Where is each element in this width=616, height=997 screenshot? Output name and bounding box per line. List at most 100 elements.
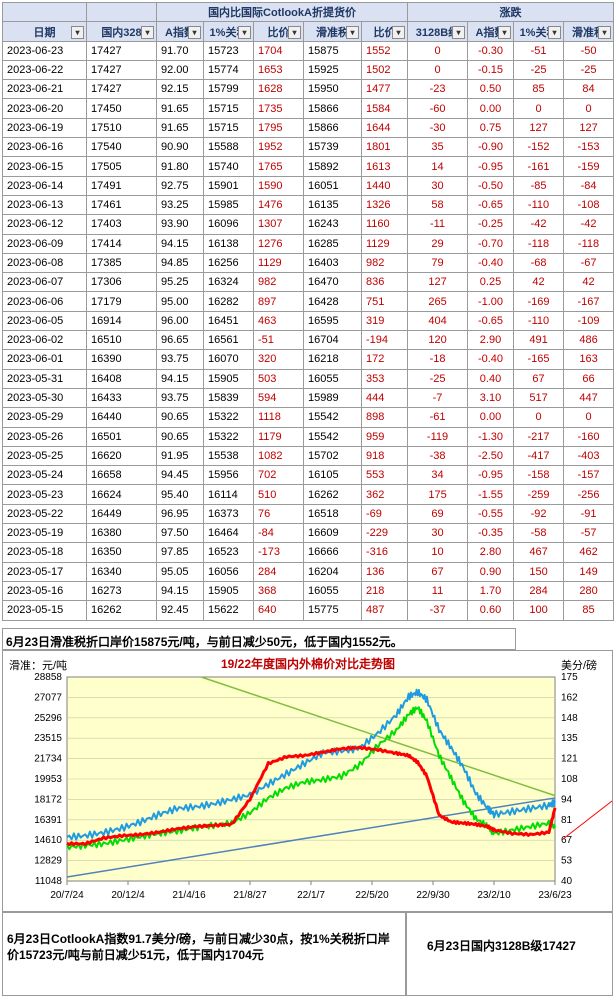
table-cell-ratio-2: 353 [360,368,409,389]
table-cell-chg-tariff-1pct: 0 [513,98,565,119]
table-cell-chg-sliding-tariff: 447 [563,387,615,409]
table-cell-chg-tariff-1pct: -161 [513,156,565,177]
table-cell-ratio-1: 1307 [253,214,304,235]
table-cell-chg-3128b: 29 [407,233,469,254]
col-header-label: 比价 [373,27,396,40]
table-cell-a-index: 90.65 [156,426,204,447]
table-cell-domestic-328: 17306 [86,272,157,293]
table-cell-ratio-1: 982 [253,272,304,293]
table-cell-date: 2023-05-18 [2,542,87,563]
table-cell-date: 2023-06-21 [2,79,87,100]
filter-dropdown-icon[interactable]: ▾ [346,25,359,39]
table-cell-domestic-328: 16408 [86,368,157,389]
table-cell-chg-sliding-tariff: -108 [563,194,615,216]
table-cell-a-index: 95.00 [156,291,204,312]
filter-dropdown-icon[interactable]: ▾ [188,25,201,39]
table-cell-sliding-tariff: 16595 [303,310,362,332]
filter-dropdown-icon[interactable]: ▾ [498,25,512,39]
table-cell-chg-3128b: -25 [407,368,469,389]
col-header-date: 日期 ▾ [2,21,87,42]
table-cell-a-index: 94.85 [156,252,204,274]
filter-dropdown-icon[interactable]: ▾ [452,25,466,39]
table-cell-chg-sliding-tariff: -153 [563,137,615,158]
trend-line-2 [66,797,556,878]
table-cell-chg-tariff-1pct: 491 [513,330,565,351]
table-cell-chg-a-index: -0.35 [467,523,515,544]
table-cell-chg-tariff-1pct: 67 [513,368,565,389]
col-header-domestic-328: 国内328 ▾ [86,21,157,42]
table-cell-ratio-2: -229 [360,523,409,544]
spreadsheet: 国内比国际CotlookA折提货价 涨跌 日期 ▾ 国内328 ▾ A指数 ▾ 1%关税 ▾ 比… [2,1,615,621]
table-cell-chg-tariff-1pct: 150 [513,561,565,582]
table-cell-chg-3128b: 0 [407,59,469,81]
table-cell-chg-3128b: 0 [407,40,469,61]
table-cell-chg-a-index: -0.95 [467,465,515,486]
table-cell-date: 2023-06-12 [2,214,87,235]
table-cell-chg-3128b: 69 [407,503,469,525]
table-cell-chg-sliding-tariff: -84 [563,175,615,196]
filter-dropdown-icon[interactable]: ▾ [288,25,301,39]
y-right-tick-label: 175 [561,672,578,683]
table-cell-a-index: 96.95 [156,503,204,525]
table-cell-chg-tariff-1pct: -118 [513,233,565,254]
table-cell-date: 2023-05-31 [2,368,87,389]
table-cell-sliding-tariff: 16518 [303,503,362,525]
table-cell-sliding-tariff: 16666 [303,542,362,563]
table-cell-chg-3128b: -7 [407,387,469,409]
table-cell-date: 2023-05-16 [2,580,87,602]
table-cell-ratio-2: 1326 [360,194,409,216]
table-cell-chg-a-index: -0.90 [467,137,515,158]
y-left-tick-label: 21734 [34,754,62,765]
table-cell-ratio-1: 1765 [253,156,304,177]
table-cell-tariff-1pct: 16373 [203,503,254,525]
filter-dropdown-icon[interactable]: ▾ [238,25,251,39]
table-cell-chg-3128b: 79 [407,252,469,274]
table-cell-chg-a-index: -0.55 [467,503,515,525]
col-header-sliding-tariff: 滑准税 ▾ [303,21,362,42]
y-right-tick-label: 108 [561,774,578,785]
table-row: 2023-06-13 17461 93.25 15985 1476 16135 1326 58… [2,194,615,216]
table-cell-chg-a-index: -1.55 [467,484,515,505]
table-cell-chg-a-index: -0.70 [467,233,515,254]
table-cell-chg-sliding-tariff: 0 [563,98,615,119]
table-cell-date: 2023-06-16 [2,137,87,158]
table-cell-chg-sliding-tariff: 0 [563,407,615,428]
table-cell-a-index: 97.85 [156,542,204,563]
table-cell-chg-3128b: 120 [407,330,469,351]
table-cell-chg-tariff-1pct: -169 [513,291,565,312]
table-header-group-row: 国内比国际CotlookA折提货价 涨跌 [2,1,615,23]
table-cell-ratio-2: 982 [360,252,409,274]
filter-dropdown-icon[interactable]: ▾ [548,25,562,39]
x-tick-label: 21/4/16 [172,890,206,901]
table-cell-ratio-2: 1644 [360,117,409,139]
table-cell-chg-tariff-1pct: 42 [513,272,565,293]
table-cell-date: 2023-06-09 [2,233,87,254]
filter-dropdown-icon[interactable]: ▾ [392,25,406,39]
filter-dropdown-icon[interactable]: ▾ [141,25,154,39]
table-cell-chg-3128b: 58 [407,194,469,216]
table-cell-ratio-1: 1179 [253,426,304,447]
table-cell-sliding-tariff: 15739 [303,137,362,158]
table-cell-date: 2023-06-13 [2,194,87,216]
table-cell-date: 2023-06-02 [2,330,87,351]
y-right-tick-label: 94 [561,794,573,805]
table-cell-domestic-328: 16433 [86,387,157,409]
col-header-label: 1%关税 [519,27,558,40]
y-left-tick-label: 27077 [34,692,62,703]
table-cell-chg-tariff-1pct: -165 [513,349,565,370]
table-cell-chg-sliding-tariff: -109 [563,310,615,332]
filter-dropdown-icon[interactable]: ▾ [598,25,612,39]
table-cell-date: 2023-06-06 [2,291,87,312]
table-row: 2023-06-01 16390 93.75 16070 320 16218 172 -18-… [2,349,615,370]
table-cell-chg-3128b: 404 [407,310,469,332]
table-cell-ratio-1: 897 [253,291,304,312]
table-cell-chg-3128b: 67 [407,561,469,582]
table-cell-ratio-1: 1590 [253,175,304,196]
table-cell-chg-tariff-1pct: -51 [513,40,565,61]
table-cell-sliding-tariff: 16051 [303,175,362,196]
table-cell-tariff-1pct: 16561 [203,330,254,351]
filter-dropdown-icon[interactable]: ▾ [71,25,84,39]
table-cell-chg-sliding-tariff: -403 [563,445,615,467]
table-row: 2023-06-22 17427 92.00 15774 1653 15925 1502 0-… [2,59,615,81]
table-cell-sliding-tariff: 15542 [303,407,362,428]
